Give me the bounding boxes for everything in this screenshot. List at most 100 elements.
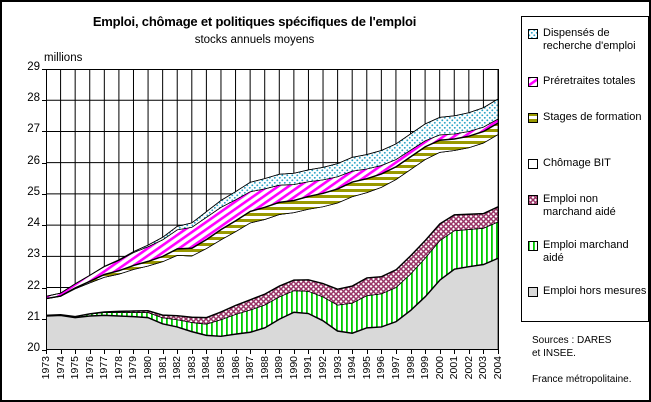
x-axis-tick-label: 2000 [433, 356, 446, 380]
chart-legend: Dispensés de recherche d'emploi [521, 16, 649, 322]
x-axis-tick-label: 2003 [477, 356, 490, 380]
x-axis-tick-label: 1993 [331, 356, 344, 380]
legend-swatch-icon [528, 241, 538, 251]
x-axis-tick [220, 350, 222, 354]
legend-item-label: Emploi hors mesures [543, 285, 647, 297]
legend-item-label: Préretraites totales [543, 75, 636, 87]
legend-item-label: Dispensés de recherche d'emploi [543, 27, 636, 52]
x-axis-tick-label: 1978 [112, 356, 125, 380]
y-axis-tick-label: 25 [27, 185, 40, 198]
x-axis-tick [308, 350, 310, 354]
y-axis-tick [42, 225, 46, 227]
x-axis-tick-label: 1976 [83, 356, 96, 380]
legend-item-label: Emploi marchand aidé [543, 239, 629, 264]
y-axis-tick-label: 20 [27, 342, 40, 354]
x-axis-tick-label: 1998 [404, 356, 417, 380]
legend-item[interactable]: Emploi non marchand aidé [528, 193, 648, 219]
x-axis-tick [118, 350, 120, 354]
y-axis-tick [42, 318, 46, 320]
series-boundary [46, 98, 499, 297]
x-axis-tick [293, 350, 295, 354]
legend-swatch-icon [528, 113, 538, 123]
x-axis-tick-label: 1999 [419, 356, 432, 380]
y-axis-tick [42, 193, 46, 195]
x-axis-tick [191, 350, 193, 354]
x-axis-tick [352, 350, 354, 354]
x-axis-tick-label: 2002 [462, 356, 475, 380]
x-axis-tick [395, 350, 397, 354]
y-axis-tick-label: 24 [27, 217, 40, 230]
y-axis-tick-label: 29 [27, 61, 40, 73]
x-axis-tick [177, 350, 179, 354]
x-axis-tick-label: 1992 [317, 356, 330, 380]
y-axis-tick-label: 23 [27, 248, 40, 261]
x-axis-tick [439, 350, 441, 354]
legend-item[interactable]: Emploi hors mesures [528, 285, 648, 298]
x-axis-tick [162, 350, 164, 354]
x-axis-tick [381, 350, 383, 354]
x-axis-tick [75, 350, 77, 354]
x-axis-tick [279, 350, 281, 354]
x-axis-tick [410, 350, 412, 354]
x-axis-tick-label: 1985 [214, 356, 227, 380]
x-axis-tick-label: 1994 [346, 356, 359, 380]
legend-item[interactable]: Chômage BIT [528, 157, 648, 170]
x-axis-tick-label: 1974 [54, 356, 67, 380]
x-axis-tick-label: 1986 [229, 356, 242, 380]
x-axis-tick [498, 350, 499, 354]
legend-swatch-icon [528, 29, 538, 39]
x-axis-tick [89, 350, 91, 354]
legend-item-label: Stages de formation [543, 111, 642, 123]
y-axis-unit-label: millions [44, 52, 83, 64]
chart-subtitle: stocks annuels moyens [194, 34, 315, 46]
legend-item[interactable]: Dispensés de recherche d'emploi [528, 27, 648, 53]
y-axis-tick [42, 287, 46, 289]
y-axis-tick [42, 350, 46, 351]
x-axis-tick-label: 1990 [287, 356, 300, 380]
x-axis-tick [148, 350, 150, 354]
x-axis-tick-label: 1991 [302, 356, 315, 380]
x-axis-tick-label: 1982 [171, 356, 184, 380]
x-axis-tick-label: 1975 [69, 356, 82, 380]
y-axis-tick [42, 69, 46, 70]
x-axis-tick-label: 2001 [448, 356, 461, 380]
x-axis-tick-label: 1983 [185, 356, 198, 380]
legend-item-label: Emploi non marchand aidé [543, 193, 616, 218]
y-axis-tick-label: 22 [27, 279, 40, 292]
x-axis-tick [366, 350, 368, 354]
stacked-area-chart [46, 69, 499, 350]
x-axis-tick-label: 1989 [273, 356, 286, 380]
x-axis-tick [468, 350, 470, 354]
x-axis-tick [454, 350, 456, 354]
legend-swatch-icon [528, 287, 538, 297]
legend-item-label: Chômage BIT [543, 157, 611, 169]
x-axis-tick [425, 350, 427, 354]
x-axis-tick-label: 2004 [492, 356, 504, 380]
legend-swatch-icon [528, 77, 538, 87]
x-axis-tick [46, 350, 47, 354]
y-axis-tick-label: 28 [27, 92, 40, 105]
chart-title: Emploi, chômage et politiques spécifique… [92, 14, 417, 29]
x-axis-tick [250, 350, 252, 354]
x-axis-tick [235, 350, 237, 354]
x-axis-tick-label: 1988 [258, 356, 271, 380]
x-axis-tick-label: 1996 [375, 356, 388, 380]
scope-note: France métropolitaine. [532, 374, 632, 385]
legend-item[interactable]: Préretraites totales [528, 75, 648, 88]
y-axis-tick [42, 131, 46, 133]
legend-item[interactable]: Stages de formation [528, 111, 648, 124]
y-axis-tick [42, 100, 46, 102]
legend-item[interactable]: Emploi marchand aidé [528, 239, 648, 265]
sources-line-2: et INSEE. [532, 348, 576, 359]
legend-swatch-icon [528, 159, 538, 169]
x-axis-tick [323, 350, 325, 354]
x-axis-tick-label: 1979 [127, 356, 140, 380]
sources-note: Sources : DARES et INSEE. [532, 334, 611, 360]
x-axis-tick-label: 1987 [244, 356, 257, 380]
x-axis-tick [133, 350, 135, 354]
x-axis-tick-label: 1980 [142, 356, 155, 380]
x-axis-tick [206, 350, 208, 354]
y-axis-tick [42, 256, 46, 258]
x-axis-tick [483, 350, 485, 354]
y-axis-tick-label: 21 [27, 310, 40, 323]
